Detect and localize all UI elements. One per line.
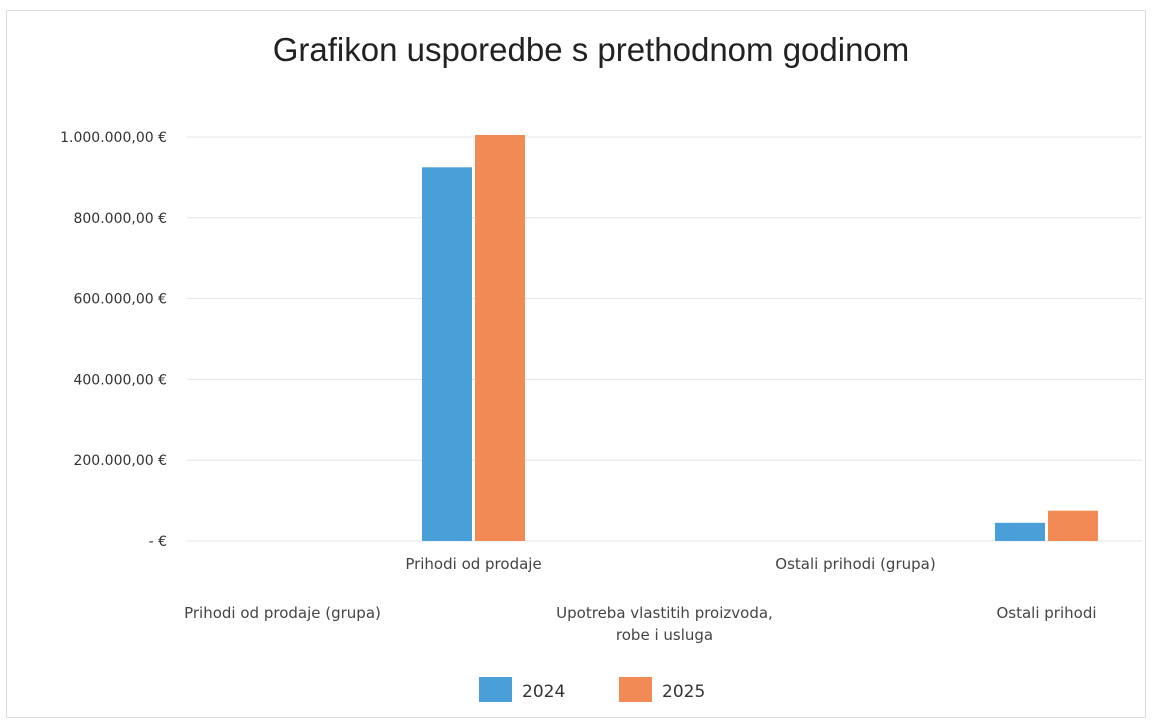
x-category-label: Prihodi od prodaje (grupa) [184, 604, 381, 622]
y-tick-label: 200.000,00 € [73, 453, 167, 469]
bar-2024-1 [422, 167, 472, 542]
legend: 2024 2025 [479, 677, 705, 702]
y-tick-label: 800.000,00 € [73, 211, 167, 227]
chart-title: Grafikon usporedbe s prethodnom godinom [273, 31, 910, 68]
bar-2025-1 [475, 134, 525, 541]
bar-2025-4 [1048, 510, 1098, 541]
chart-container: Grafikon usporedbe s prethodnom godinom … [6, 10, 1146, 718]
x-category-label: Ostali prihodi [996, 604, 1096, 622]
legend-swatch [619, 677, 652, 702]
y-tick-label: - € [149, 534, 167, 550]
legend-item-2025: 2025 [619, 677, 705, 702]
x-category-label: Ostali prihodi (grupa) [775, 555, 935, 573]
x-category-label: Upotreba vlastitih proizvoda, robe i uslu… [556, 604, 773, 644]
x-category-label: Prihodi od prodaje [405, 555, 541, 573]
legend-swatch [479, 677, 512, 702]
bar-layer [422, 134, 1098, 542]
y-axis-labels: 1.000.000,00 € 800.000,00 € 600.000,00 € 40… [60, 130, 167, 550]
legend-label: 2025 [662, 682, 705, 702]
y-tick-label: 400.000,00 € [73, 372, 167, 388]
bar-2024-4 [995, 522, 1045, 541]
y-tick-label: 600.000,00 € [73, 292, 167, 308]
y-tick-label: 1.000.000,00 € [60, 130, 167, 146]
legend-item-2024: 2024 [479, 677, 565, 702]
grid-layer [187, 136, 1142, 542]
x-axis-labels: Prihodi od prodaje (grupa) Prihodi od pro… [184, 555, 1096, 644]
legend-label: 2024 [522, 682, 565, 702]
chart-svg: Grafikon usporedbe s prethodnom godinom … [60, 31, 1142, 702]
